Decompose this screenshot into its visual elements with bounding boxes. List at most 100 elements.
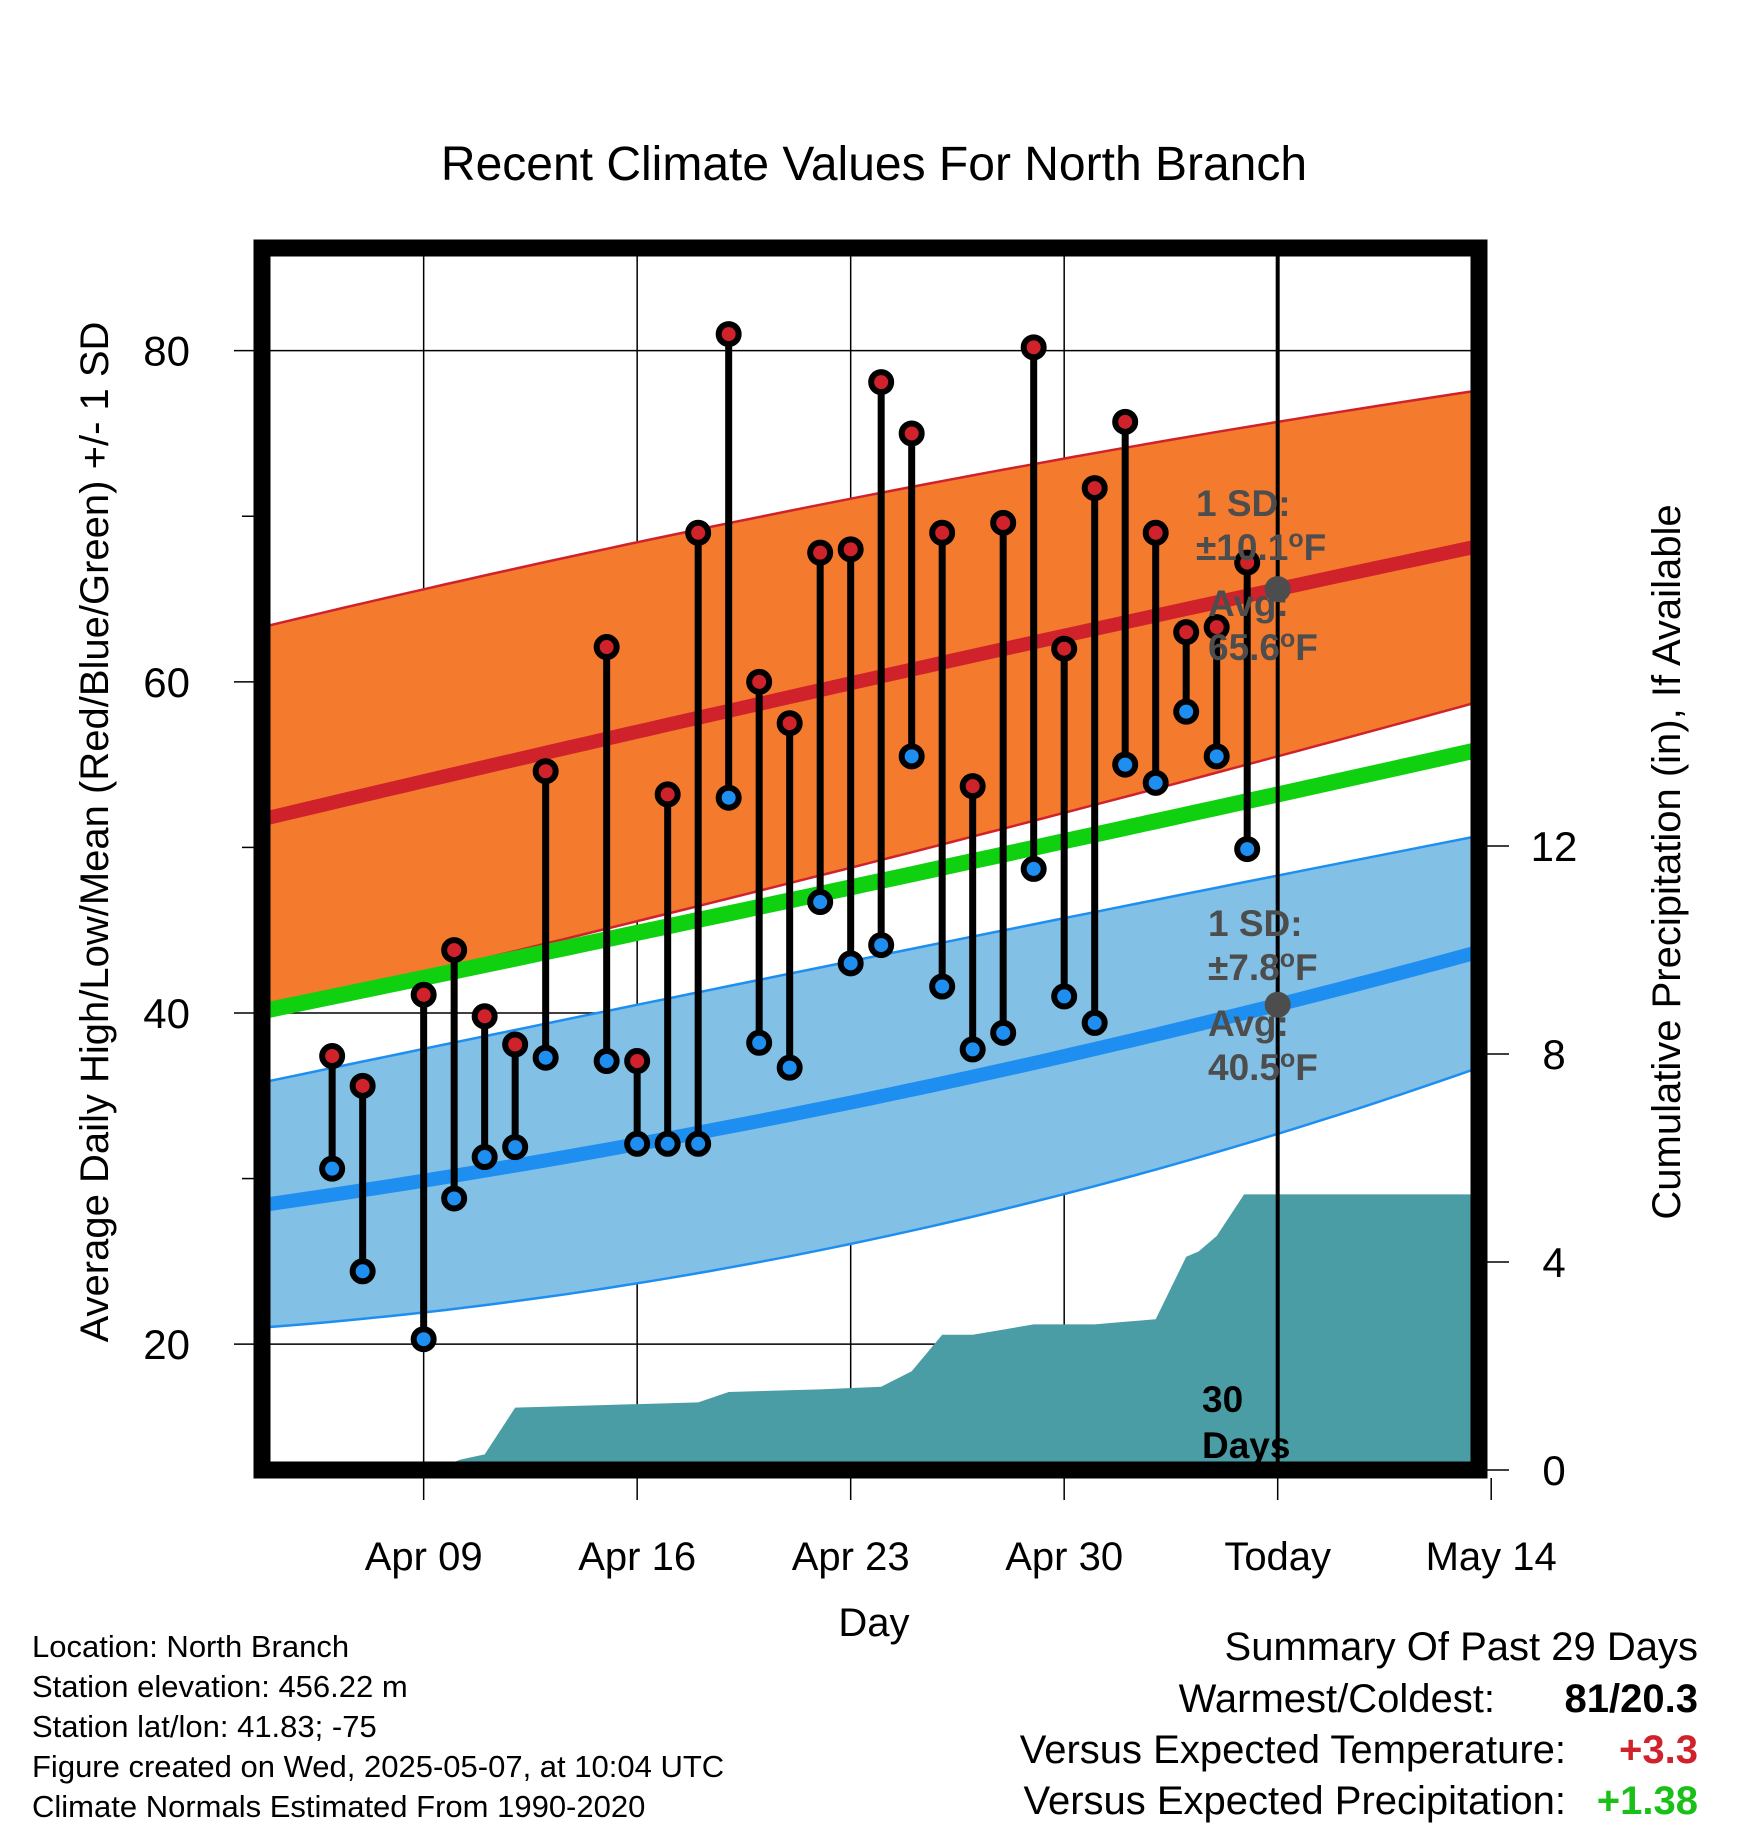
- daily-low-point: [1020, 855, 1047, 882]
- daily-high-point: [715, 321, 742, 348]
- high-avg-label: Avg:: [1208, 583, 1289, 624]
- daily-low-point: [746, 1029, 773, 1056]
- daily-low-point: [837, 950, 864, 977]
- daily-low-point: [1203, 743, 1230, 770]
- daily-high-point: [685, 519, 712, 546]
- daily-high-point: [990, 509, 1017, 536]
- y2-tick-label: 8: [1542, 1031, 1565, 1078]
- axes: 20 40 60 80 0 4 8 12 Apr 09 Apr 16 Apr 23 Apr 30 Tod…: [143, 328, 1577, 1579]
- days-label-number: 30: [1202, 1379, 1243, 1420]
- daily-high-point: [471, 1003, 498, 1030]
- daily-high-point: [868, 369, 895, 396]
- today-marker: [1264, 248, 1291, 1470]
- daily-high-point: [532, 758, 559, 785]
- low-avg-label: Avg:: [1208, 1003, 1289, 1044]
- precip-cumulative-area: [262, 1194, 1479, 1470]
- daily-high-point: [593, 634, 620, 661]
- daily-high-point: [441, 937, 468, 964]
- daily-high-point: [1234, 549, 1261, 576]
- y-tick-label: 60: [143, 659, 190, 706]
- daily-low-point: [1234, 836, 1261, 863]
- summary-warm-cold-value: 81/20.3: [1565, 1677, 1698, 1721]
- y-tick-label: 20: [143, 1321, 190, 1368]
- daily-low-point: [410, 1326, 437, 1353]
- precipitation-area: [262, 1194, 1479, 1470]
- daily-high-point: [1142, 519, 1169, 546]
- normal-low-today-dot: [1264, 991, 1291, 1018]
- daily-high-point: [349, 1072, 376, 1099]
- summary-warm-cold-label: Warmest/Coldest:: [1179, 1677, 1495, 1721]
- daily-low-point: [1081, 1009, 1108, 1036]
- high-sd-band: [262, 389, 1479, 1013]
- daily-low-point: [502, 1134, 529, 1161]
- x-tick-label: Apr 30: [1005, 1535, 1123, 1579]
- x-tick-label: May 14: [1426, 1535, 1557, 1579]
- y-tick-label: 40: [143, 990, 190, 1037]
- normal-high-today-dot: [1264, 576, 1291, 603]
- daily-low-point: [959, 1036, 986, 1063]
- daily-low-point: [1142, 769, 1169, 796]
- summary-precip-label: Versus Expected Precipitation:: [1023, 1779, 1566, 1823]
- daily-high-point: [929, 519, 956, 546]
- daily-high-point: [1020, 334, 1047, 361]
- daily-low-point: [319, 1155, 346, 1182]
- daily-low-point: [624, 1130, 651, 1157]
- low-sd-value: ±7.8oF: [1208, 945, 1318, 988]
- low-sd-band: [262, 834, 1479, 1329]
- daily-high-point: [654, 781, 681, 808]
- daily-high-point: [807, 539, 834, 566]
- x-tick-label: Apr 16: [578, 1535, 696, 1579]
- daily-low-point: [593, 1048, 620, 1075]
- daily-low-point: [776, 1054, 803, 1081]
- daily-high-point: [1173, 619, 1200, 646]
- daily-high-point: [410, 981, 437, 1008]
- daily-low-point: [1173, 698, 1200, 725]
- low-sd-label: 1 SD:: [1208, 903, 1303, 944]
- daily-low-point: [898, 743, 925, 770]
- daily-range-sticks: [328, 334, 1251, 1340]
- y-axis-label: Average Daily High/Low/Mean (Red/Blue/Gr…: [73, 322, 117, 1343]
- low-avg-value: 40.5oF: [1208, 1045, 1318, 1088]
- high-sd-label: 1 SD:: [1196, 483, 1291, 524]
- daily-low-point: [471, 1144, 498, 1171]
- daily-high-point: [1112, 408, 1139, 435]
- y2-axis-label: Cumulative Precipitation (in), If Availa…: [1645, 504, 1689, 1219]
- y2-tick-label: 12: [1531, 823, 1578, 870]
- daily-points: [319, 321, 1261, 1353]
- daily-low-point: [715, 784, 742, 811]
- daily-high-point: [776, 710, 803, 737]
- daily-high-point: [319, 1043, 346, 1070]
- chart-title: Recent Climate Values For North Branch: [441, 138, 1307, 191]
- y-tick-label: 80: [143, 328, 190, 375]
- summary-temp-label: Versus Expected Temperature:: [1020, 1728, 1566, 1772]
- daily-low-point: [685, 1130, 712, 1157]
- info-created: Figure created on Wed, 2025-05-07, at 10…: [32, 1749, 724, 1784]
- normal-bands: [262, 389, 1479, 1329]
- summary-precip-value: +1.38: [1597, 1779, 1698, 1823]
- daily-low-point: [1112, 751, 1139, 778]
- high-avg-value: 65.6oF: [1208, 625, 1318, 668]
- daily-high-point: [959, 773, 986, 800]
- daily-high-point: [746, 668, 773, 695]
- x-axis-label: Day: [838, 1601, 909, 1645]
- y2-tick-label: 0: [1542, 1447, 1565, 1494]
- info-location: Location: North Branch: [32, 1629, 349, 1664]
- station-info: Location: North Branch Station elevation…: [32, 1629, 724, 1824]
- days-label-word: Days: [1202, 1425, 1290, 1466]
- daily-high-point: [1051, 635, 1078, 662]
- x-tick-label: Today: [1224, 1535, 1331, 1579]
- daily-low-point: [807, 889, 834, 916]
- x-tick-label: Apr 09: [365, 1535, 483, 1579]
- daily-high-point: [1203, 614, 1230, 641]
- daily-high-point: [837, 536, 864, 563]
- summary-temp-value: +3.3: [1619, 1728, 1698, 1772]
- normal-annotations: 1 SD: ±10.1oF Avg: 65.6oF 1 SD: ±7.8oF A…: [1196, 483, 1326, 1466]
- daily-low-point: [654, 1130, 681, 1157]
- summary-title: Summary Of Past 29 Days: [1225, 1625, 1698, 1669]
- daily-high-point: [1081, 475, 1108, 502]
- daily-high-point: [502, 1031, 529, 1058]
- summary-panel: Summary Of Past 29 Days Warmest/Coldest:…: [1020, 1625, 1698, 1823]
- plot-area: [262, 248, 1479, 1470]
- x-tick-label: Apr 23: [792, 1535, 910, 1579]
